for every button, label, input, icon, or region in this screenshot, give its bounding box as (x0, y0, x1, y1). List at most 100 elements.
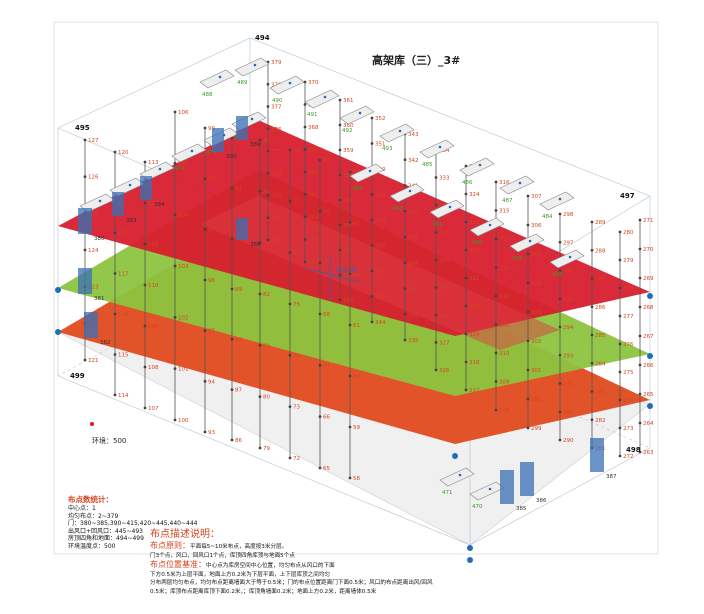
corner-label-495: 495 (75, 124, 90, 132)
sensor-point (638, 334, 642, 338)
sensor-point (370, 218, 374, 222)
sensor-label: 333 (439, 176, 450, 182)
sensor-label: 98 (208, 177, 215, 183)
sensor-label: 305 (531, 252, 542, 258)
sensor-point (618, 258, 622, 262)
sensor-point (494, 323, 498, 326)
sensor-label: 79 (263, 446, 270, 452)
sensor-point (203, 126, 207, 130)
sensor-label: 75 (293, 302, 300, 308)
vent-label: 488 (202, 92, 213, 98)
sensor-pole: 307 306 305 304 303 302 301 300 299 (526, 194, 542, 432)
vent-unit: 485 (419, 139, 455, 168)
sensor-point (303, 103, 307, 106)
sensor-point (258, 446, 262, 450)
sensor-label: 314 (499, 237, 510, 243)
sensor-point (230, 388, 234, 392)
sensor-point (173, 213, 177, 217)
sensor-point (258, 189, 262, 193)
sensor-label: 265 (643, 392, 654, 398)
sensor-point (303, 170, 307, 174)
sensor-point (173, 418, 177, 422)
sensor-point (203, 430, 207, 434)
principle-line: 平面每5~10米布点，高度按3米分层。 (190, 544, 288, 550)
sensor-label: 69 (323, 261, 330, 267)
sensor-label: 376 (271, 127, 282, 133)
sensor-point (558, 438, 562, 442)
sensor-point (590, 390, 594, 393)
sensor-point (318, 363, 322, 367)
sensor-label: 125 (88, 211, 99, 217)
sensor-point (318, 261, 322, 265)
sensor-point (266, 171, 270, 175)
sensor-label: 93 (208, 430, 215, 436)
sensor-point (303, 80, 307, 84)
sensor-label: 116 (118, 312, 129, 318)
vent-label: 487 (502, 198, 513, 204)
sensor-label: 299 (531, 426, 542, 432)
sensor-label: 120 (118, 150, 129, 156)
vent-label: 490 (272, 98, 283, 104)
sensor-label: 323 (469, 220, 480, 226)
sensor-pole: 271 270 269 268 267 266 265 264 263 (638, 218, 654, 456)
center-label: 中心点 (336, 266, 357, 274)
sensor-pole: 361 360 359 358 357 356 355 354 353 (338, 98, 354, 304)
sensor-label: 344 (375, 320, 386, 326)
sensor-point (526, 368, 530, 372)
sensor-point (638, 392, 642, 396)
door-label: 380 (94, 236, 105, 242)
sensor-label: 336 (408, 312, 419, 318)
sensor-point (338, 223, 342, 227)
sensor-label: 348 (375, 218, 386, 224)
door-label: 387 (606, 474, 617, 480)
sensor-label: 338 (408, 261, 419, 267)
sensor-point (173, 367, 177, 371)
sensor-label: 82 (263, 292, 270, 298)
sensor-point (638, 450, 642, 454)
sensor-label: 349 (375, 193, 386, 199)
vent-unit: 486 (459, 157, 495, 186)
sensor-label: 326 (439, 368, 450, 374)
sensor-point (370, 142, 374, 145)
sensor-label: 320 (469, 304, 480, 310)
sensor-label: 310 (499, 351, 510, 357)
sensor-point (288, 302, 292, 306)
sensor-point (288, 199, 292, 203)
sensor-label: 279 (623, 258, 634, 264)
sensor-point (338, 148, 342, 152)
sensor-point (303, 148, 307, 151)
corner-point (55, 329, 61, 335)
sensor-label: 97 (208, 227, 215, 233)
vent-label: 480 (472, 240, 483, 246)
position-line: 中心点为库房空间中心位置，均匀布点从风口的下面 (206, 563, 335, 569)
sensor-label: 353 (343, 298, 354, 304)
environment-label: 环境：500 (92, 437, 127, 445)
sensor-pole: 280 279 278 277 276 275 274 273 272 (618, 230, 634, 460)
sensor-label: 360 (343, 123, 354, 129)
sensor-label: 106 (178, 110, 189, 116)
sensor-point (494, 408, 498, 412)
sensor-label: 101 (178, 367, 189, 373)
sensor-point (590, 333, 594, 337)
sensor-point (464, 248, 468, 252)
sensor-point (230, 287, 234, 291)
sensor-point (288, 456, 292, 460)
sensor-point (464, 360, 468, 364)
sensor-point (83, 358, 87, 362)
sensor-point (464, 332, 468, 336)
sensor-point (113, 231, 117, 235)
sensor-point (318, 415, 322, 419)
sensor-point (143, 324, 147, 328)
sensor-point (258, 138, 262, 142)
stats-line: 房顶四角和地面：494~499 (68, 535, 144, 543)
sensor-point (348, 170, 352, 174)
sensor-label: 268 (643, 305, 654, 311)
sensor-label: 308 (499, 408, 510, 414)
door: 380 (78, 208, 105, 242)
sensor-label: 280 (623, 230, 634, 236)
sensor-point (638, 218, 642, 222)
sensor-label: 377 (271, 105, 282, 111)
vent-unit: 474 (171, 143, 207, 172)
sensor-point (338, 98, 342, 102)
sensor-label: 94 (208, 379, 215, 385)
